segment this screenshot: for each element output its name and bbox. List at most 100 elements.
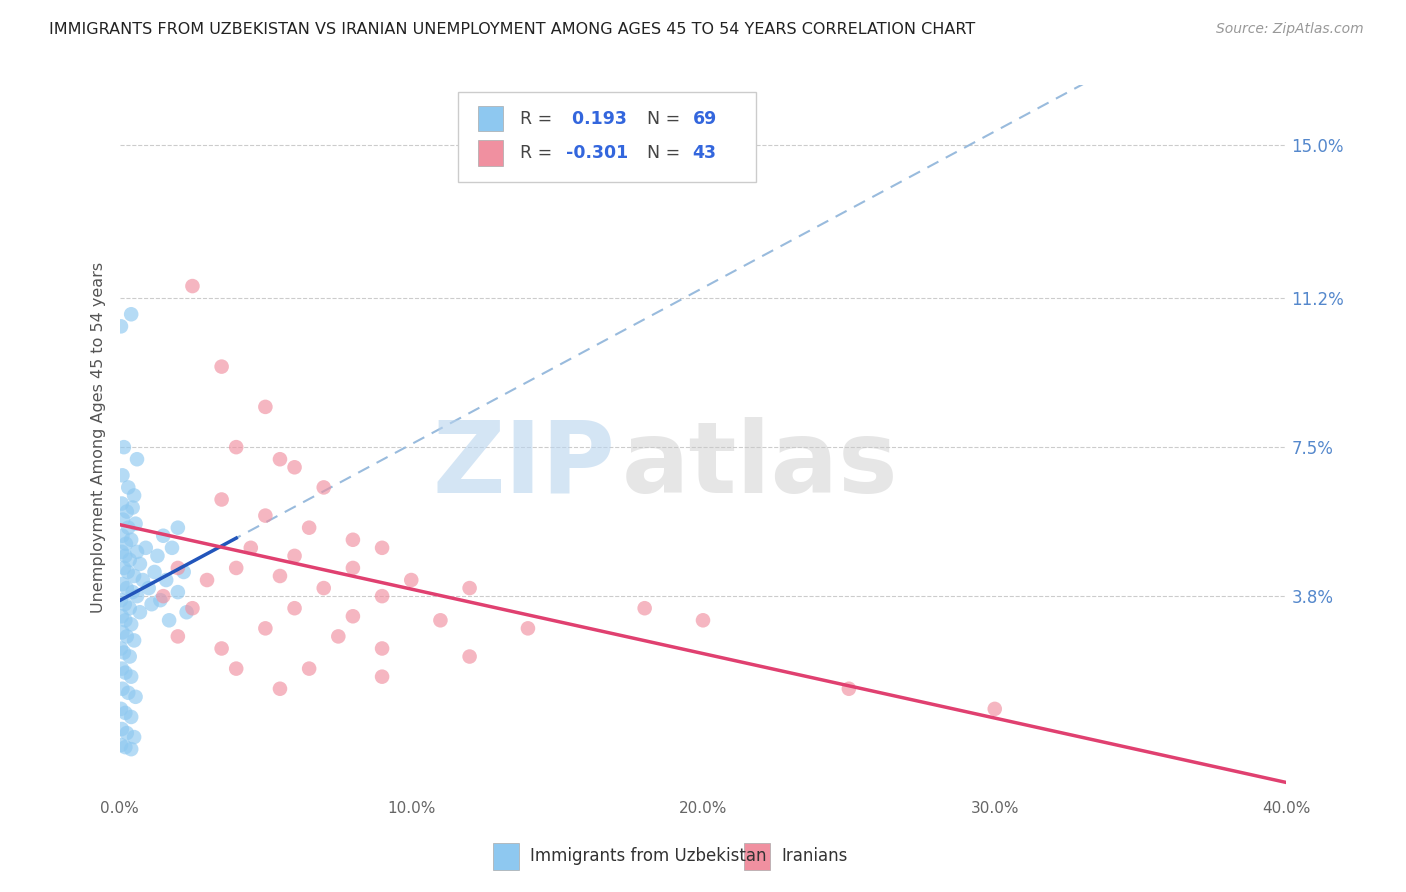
Point [166, 629, 188, 643]
Text: Immigrants from Uzbekistan: Immigrants from Uzbekistan [530, 847, 766, 865]
Point [111, 722, 134, 736]
Point [166, 521, 188, 535]
Point [111, 609, 134, 624]
Point [211, 359, 233, 374]
Point [122, 488, 145, 502]
Point [225, 662, 247, 676]
Point [984, 702, 1007, 716]
Point [166, 585, 188, 599]
Text: atlas: atlas [621, 417, 898, 514]
Point [115, 581, 138, 595]
Point [120, 617, 142, 632]
FancyBboxPatch shape [494, 843, 519, 870]
Point [328, 629, 350, 643]
Point [634, 601, 657, 615]
Point [111, 529, 134, 543]
Point [122, 730, 145, 744]
Point [269, 569, 291, 583]
Point [114, 740, 136, 755]
Point [173, 565, 195, 579]
Point [118, 601, 141, 615]
Text: ZIP: ZIP [433, 417, 616, 514]
Point [146, 549, 169, 563]
Point [121, 500, 143, 515]
Point [132, 573, 155, 587]
Point [371, 541, 394, 555]
Point [312, 581, 335, 595]
Point [166, 561, 188, 575]
Point [458, 649, 481, 664]
Point [124, 690, 146, 704]
Text: Source: ZipAtlas.com: Source: ZipAtlas.com [1216, 22, 1364, 37]
Point [120, 533, 142, 547]
Point [125, 452, 148, 467]
Point [517, 621, 540, 635]
FancyBboxPatch shape [478, 106, 503, 131]
Point [110, 593, 132, 607]
Point [111, 545, 134, 559]
Point [111, 496, 134, 510]
FancyBboxPatch shape [458, 92, 755, 182]
Point [110, 319, 132, 334]
Point [254, 621, 277, 635]
Point [342, 533, 364, 547]
Point [114, 665, 136, 680]
Point [112, 646, 135, 660]
Point [114, 597, 136, 611]
Point [160, 541, 183, 555]
Point [371, 670, 394, 684]
Text: IMMIGRANTS FROM UZBEKISTAN VS IRANIAN UNEMPLOYMENT AMONG AGES 45 TO 54 YEARS COR: IMMIGRANTS FROM UZBEKISTAN VS IRANIAN UN… [49, 22, 976, 37]
Point [120, 670, 142, 684]
Point [111, 625, 134, 640]
Point [129, 605, 152, 619]
Point [111, 662, 134, 676]
Point [284, 601, 307, 615]
Point [211, 641, 233, 656]
Point [284, 549, 307, 563]
Point [114, 613, 136, 627]
Point [143, 565, 166, 579]
Point [138, 581, 160, 595]
Point [115, 505, 138, 519]
Point [181, 601, 204, 615]
Point [155, 573, 177, 587]
Point [125, 545, 148, 559]
Point [269, 681, 291, 696]
Point [115, 629, 138, 643]
Point [838, 681, 860, 696]
Point [110, 641, 132, 656]
Point [342, 609, 364, 624]
Point [239, 541, 262, 555]
Point [117, 565, 139, 579]
Text: 69: 69 [693, 110, 717, 128]
Point [115, 726, 138, 740]
Point [135, 541, 157, 555]
FancyBboxPatch shape [744, 843, 769, 870]
Point [152, 529, 174, 543]
Point [195, 573, 218, 587]
Point [254, 400, 277, 414]
Point [181, 279, 204, 293]
Point [120, 710, 142, 724]
Point [120, 742, 142, 756]
Point [371, 641, 394, 656]
Point [125, 589, 148, 603]
Point [112, 440, 135, 454]
Point [176, 605, 198, 619]
Point [124, 516, 146, 531]
Point [114, 706, 136, 720]
Point [117, 521, 139, 535]
Point [118, 649, 141, 664]
Text: R =: R = [520, 110, 558, 128]
Point [117, 686, 139, 700]
Point [111, 681, 134, 696]
Point [254, 508, 277, 523]
Point [458, 581, 481, 595]
Point [114, 549, 136, 563]
FancyBboxPatch shape [478, 140, 503, 166]
Point [141, 597, 163, 611]
Point [149, 593, 172, 607]
Point [371, 589, 394, 603]
Point [312, 480, 335, 494]
Point [298, 662, 321, 676]
